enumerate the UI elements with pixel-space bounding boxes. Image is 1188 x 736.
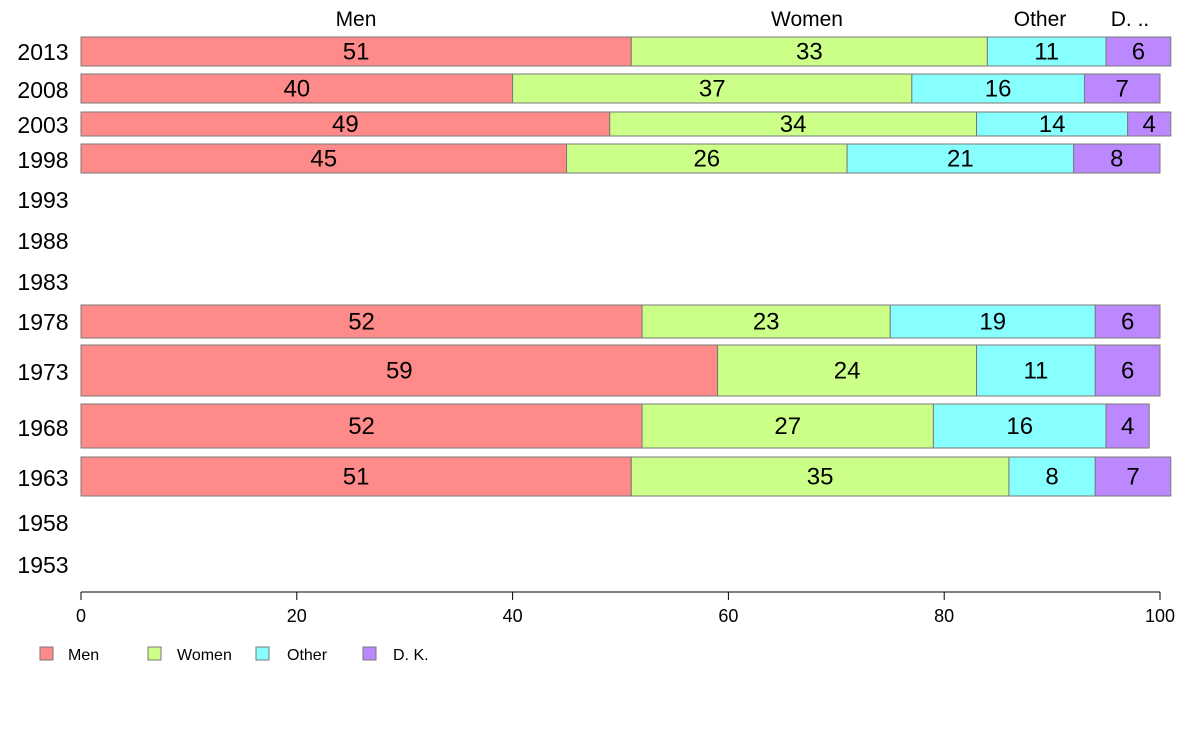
data-label: 6	[1121, 309, 1134, 336]
bar-segment	[630, 36, 988, 67]
bar-segment	[80, 344, 719, 397]
bar-segment	[80, 111, 611, 137]
year-label: 1998	[17, 147, 68, 173]
year-label: 1968	[17, 415, 68, 441]
year-label: 1983	[17, 269, 68, 295]
data-label: 59	[386, 358, 413, 385]
legend-label: D. K.	[393, 647, 429, 664]
legend-swatch	[255, 646, 270, 661]
legend-swatch	[362, 646, 377, 661]
data-label: 6	[1132, 39, 1145, 66]
year-label: 1988	[17, 228, 68, 254]
bar-segment	[80, 73, 514, 104]
bar-segment	[80, 304, 643, 339]
x-tick-label: 40	[503, 606, 523, 626]
data-label: 23	[753, 309, 780, 336]
data-label: 27	[774, 413, 801, 440]
legend-label: Other	[287, 647, 328, 664]
bar-segment	[1008, 456, 1096, 497]
data-label: 37	[699, 76, 726, 103]
bar-segment	[1083, 73, 1161, 104]
data-label: 40	[283, 76, 310, 103]
data-label: 14	[1039, 111, 1066, 138]
data-label: 11	[1034, 39, 1059, 66]
legend-label: Women	[177, 647, 232, 664]
bar-segment	[1073, 143, 1161, 174]
x-tick-label: 80	[934, 606, 954, 626]
data-label: 16	[985, 76, 1012, 103]
data-label: 4	[1143, 111, 1156, 138]
data-label: 8	[1045, 464, 1058, 491]
bar-segment	[80, 456, 632, 497]
series-top-label: D. ..	[1111, 8, 1150, 31]
data-label: 45	[310, 146, 337, 173]
year-label: 2013	[17, 39, 68, 65]
data-label: 11	[1023, 358, 1048, 385]
data-label: 21	[947, 146, 974, 173]
x-tick-label: 60	[718, 606, 738, 626]
bar-segment	[609, 111, 978, 137]
bar-segment	[1094, 344, 1161, 397]
bar-segment	[1094, 304, 1161, 339]
bar-segment	[80, 36, 632, 67]
x-tick-label: 0	[76, 606, 86, 626]
year-label: 1963	[17, 465, 68, 491]
data-label: 8	[1110, 146, 1123, 173]
bar-segment	[1105, 403, 1150, 449]
year-label: 2003	[17, 112, 68, 138]
bar-segment	[641, 304, 891, 339]
bar-segment	[976, 344, 1096, 397]
bar-segment	[889, 304, 1096, 339]
data-label: 16	[1006, 413, 1033, 440]
data-label: 35	[807, 464, 834, 491]
data-label: 34	[780, 111, 807, 138]
bar-segment	[80, 403, 643, 449]
legend-label: Men	[68, 647, 99, 664]
data-label: 7	[1116, 76, 1129, 103]
year-label: 1953	[17, 552, 68, 578]
bar-segment	[80, 143, 568, 174]
data-label: 4	[1121, 413, 1134, 440]
x-tick-label: 100	[1145, 606, 1175, 626]
bar-segment	[717, 344, 978, 397]
year-label: 1958	[17, 510, 68, 536]
bar-segment	[986, 36, 1107, 67]
series-top-label: Other	[1014, 8, 1067, 31]
data-label: 49	[332, 111, 359, 138]
bar-segment	[1094, 456, 1172, 497]
data-label: 19	[979, 309, 1006, 336]
series-top-label: Women	[771, 8, 843, 31]
data-label: 26	[693, 146, 720, 173]
data-label: 52	[348, 309, 375, 336]
bar-segment	[1127, 111, 1172, 137]
bar-segment	[566, 143, 848, 174]
data-label: 24	[834, 358, 861, 385]
data-label: 6	[1121, 358, 1134, 385]
legend-swatch	[147, 646, 162, 661]
data-label: 51	[343, 464, 370, 491]
bar-segment	[512, 73, 913, 104]
data-label: 7	[1126, 464, 1139, 491]
series-top-label: Men	[336, 8, 377, 31]
legend-swatch	[39, 646, 54, 661]
bar-segment	[932, 403, 1107, 449]
x-tick-label: 20	[287, 606, 307, 626]
data-label: 51	[343, 39, 370, 66]
bar-segment	[1105, 36, 1172, 67]
data-label: 52	[348, 413, 375, 440]
year-label: 1973	[17, 359, 68, 385]
bar-segment	[911, 73, 1085, 104]
data-label: 33	[796, 39, 823, 66]
year-label: 1993	[17, 187, 68, 213]
year-label: 1978	[17, 309, 68, 335]
year-label: 2008	[17, 77, 68, 103]
